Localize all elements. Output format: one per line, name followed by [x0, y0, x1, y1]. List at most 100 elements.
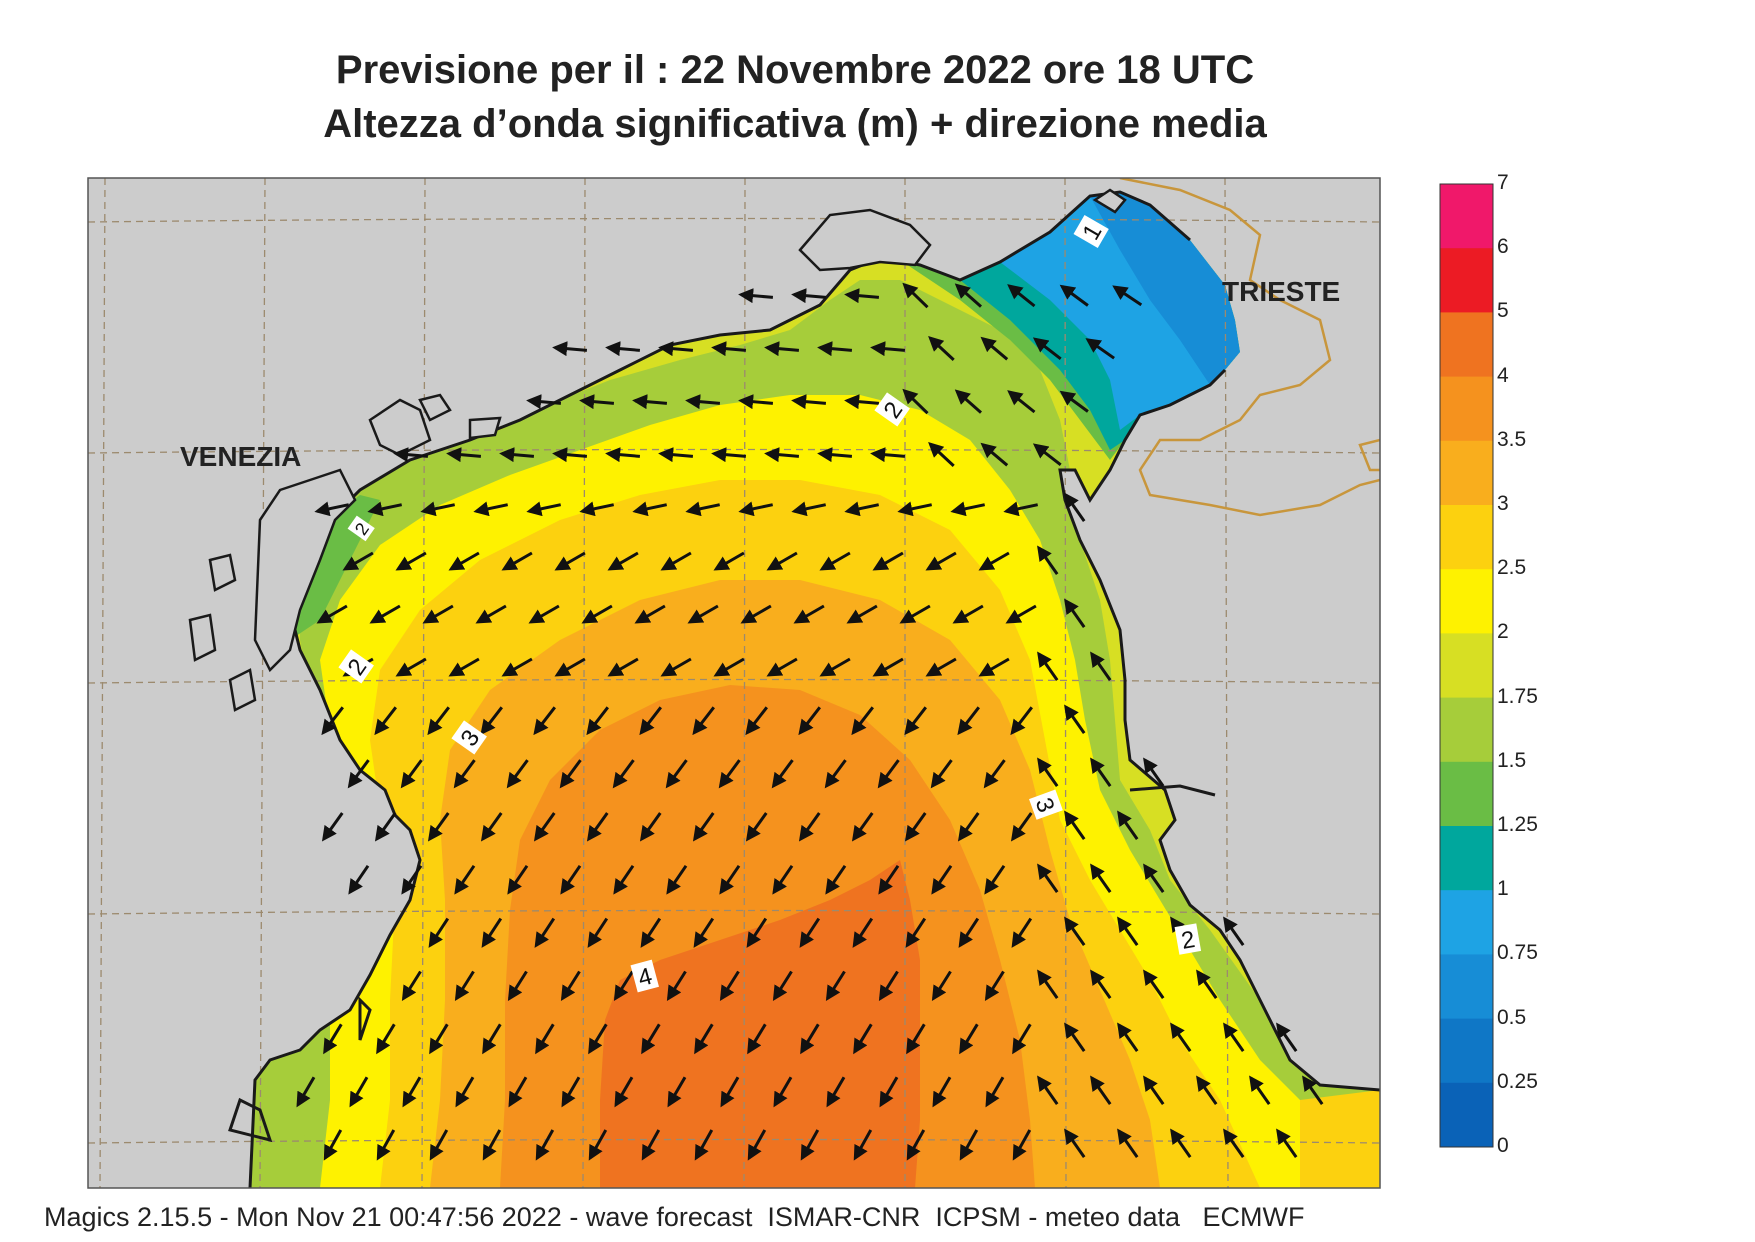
direction-arrow [588, 1023, 608, 1055]
direction-arrow [501, 551, 533, 571]
direction-arrow [639, 812, 662, 842]
direction-arrow [738, 501, 774, 517]
direction-arrow [639, 706, 662, 736]
direction-arrow [374, 706, 397, 736]
direction-arrow [499, 447, 535, 463]
direction-arrow [473, 501, 509, 517]
direction-arrow [376, 1023, 396, 1055]
direction-arrow [798, 706, 821, 736]
direction-arrow [640, 917, 662, 948]
legend-tick-label: 2 [1497, 620, 1509, 644]
direction-arrow [897, 501, 933, 517]
direction-arrow [607, 657, 639, 677]
direction-arrow [533, 812, 556, 842]
direction-arrow [367, 501, 403, 517]
direction-arrow [560, 970, 581, 1002]
direction-arrow [554, 657, 586, 677]
direction-arrow [481, 917, 503, 948]
direction-arrow [687, 604, 719, 624]
direction-arrow [560, 864, 582, 895]
direction-arrow [374, 812, 397, 842]
direction-arrow [508, 1076, 528, 1108]
direction-arrow [632, 501, 668, 517]
direction-arrow [376, 1129, 396, 1161]
direction-arrow [877, 759, 900, 789]
legend-tick-label: 1.5 [1497, 748, 1527, 772]
direction-arrow [826, 1076, 846, 1108]
contour-labels: 1 2 2 3 3 4 2 2 [338, 214, 1202, 993]
direction-arrow [612, 759, 635, 789]
direction-arrow [931, 864, 953, 895]
direction-arrow [713, 551, 745, 571]
direction-arrow [1032, 337, 1062, 360]
direction-arrow [605, 447, 641, 463]
direction-arrow [552, 447, 588, 463]
direction-arrow [534, 917, 556, 948]
direction-arrow [983, 759, 1006, 789]
direction-arrow [791, 288, 827, 304]
direction-arrow [658, 341, 694, 357]
direction-arrow [1037, 1075, 1059, 1105]
legend-tick-label: 4 [1497, 363, 1509, 387]
direction-arrow [316, 604, 348, 624]
direction-arrow [1090, 863, 1112, 893]
direction-arrow [1249, 1075, 1271, 1105]
legend-band [1440, 761, 1493, 827]
direction-arrow [824, 759, 847, 789]
place-label-trieste: TRIESTE [1222, 276, 1340, 307]
direction-arrow [745, 706, 768, 736]
direction-arrow [613, 864, 635, 895]
direction-arrow [395, 657, 427, 677]
direction-arrow [535, 1129, 555, 1161]
legend-band [1440, 440, 1493, 506]
legend-band [1440, 184, 1493, 249]
direction-arrow [1090, 1075, 1112, 1105]
direction-arrow [393, 447, 429, 463]
direction-arrow [957, 812, 980, 842]
direction-arrow [1011, 917, 1033, 948]
direction-arrow [800, 1023, 820, 1055]
direction-arrow [420, 501, 456, 517]
direction-arrow [448, 551, 480, 571]
direction-arrow [817, 341, 853, 357]
direction-arrow [825, 864, 847, 895]
direction-arrow [507, 970, 528, 1002]
direction-arrow [665, 759, 688, 789]
direction-arrow [902, 388, 929, 415]
direction-arrow [1037, 969, 1059, 999]
direction-arrow [667, 1076, 687, 1108]
direction-arrow [851, 706, 874, 736]
direction-arrow [764, 341, 800, 357]
legend-band [1440, 312, 1493, 378]
direction-arrow [1276, 1022, 1298, 1052]
legend-tick-label: 0.5 [1497, 1005, 1527, 1029]
direction-arrow [395, 551, 427, 571]
direction-arrow [1117, 916, 1139, 946]
direction-arrow [1090, 651, 1112, 681]
legend-tick-label: 1.25 [1497, 813, 1538, 836]
direction-arrow [448, 657, 480, 677]
legend-band [1440, 697, 1493, 763]
direction-arrow [954, 389, 982, 414]
direction-arrow [501, 657, 533, 677]
direction-arrow [323, 1129, 343, 1161]
direction-arrow [980, 442, 1009, 467]
direction-arrow [853, 1129, 873, 1161]
direction-arrow [825, 970, 846, 1002]
direction-arrow [906, 1023, 926, 1055]
direction-arrow [1012, 1129, 1032, 1161]
direction-arrow [579, 394, 615, 410]
direction-arrow [954, 283, 982, 308]
direction-arrow [694, 1023, 714, 1055]
direction-arrow [1196, 1075, 1218, 1105]
direction-arrow [928, 336, 955, 361]
direction-arrow [506, 759, 529, 789]
direction-arrow [740, 604, 772, 624]
direction-arrow [1010, 706, 1033, 736]
direction-arrow [1003, 501, 1039, 517]
legend-colorbar [1440, 184, 1493, 1148]
direction-arrow [738, 394, 774, 410]
direction-arrow [526, 501, 562, 517]
direction-arrow [851, 812, 874, 842]
direction-arrow [428, 917, 450, 948]
